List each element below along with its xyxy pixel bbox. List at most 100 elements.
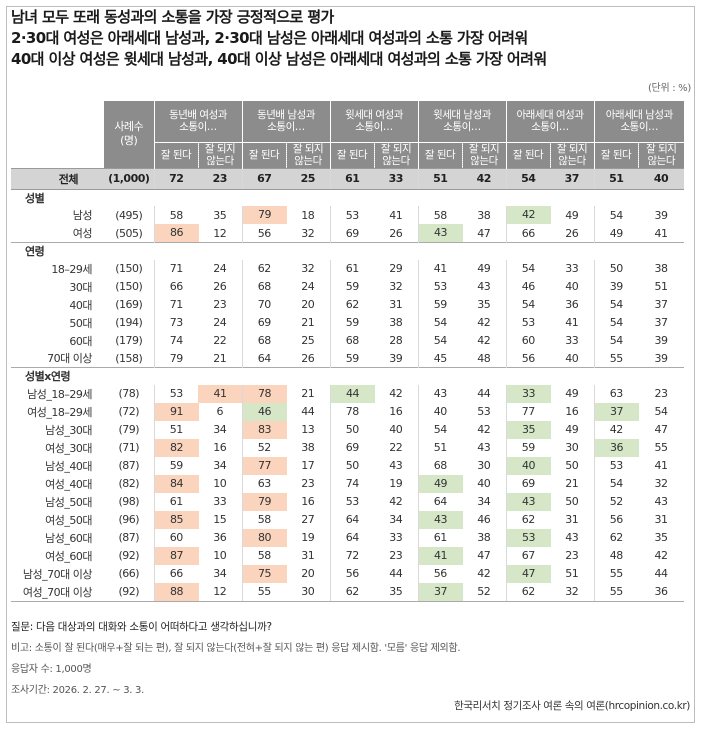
highlight-low: 43 — [418, 224, 463, 242]
value-cell: 36 — [638, 582, 684, 602]
header-question: 동년배 여성과 소통이… — [153, 101, 242, 142]
value-cell: 6 — [216, 405, 224, 418]
highlight-high: 41 — [198, 384, 242, 403]
row-sample-size: (92) — [104, 582, 154, 602]
value-cell: 13 — [301, 423, 315, 436]
value-cell: 36 — [213, 531, 227, 544]
table-row: 여성_30대 (71) 82 16 52 38 69 22 51 43 59 30 36 55 — [11, 438, 684, 457]
value-cell: 58 — [417, 206, 462, 224]
value-cell: 68 — [241, 277, 286, 296]
row-label: 여성_60대 — [45, 549, 92, 563]
header-question: 윗세대 남성과 소통이… — [417, 101, 506, 142]
value-cell: 41 — [654, 226, 669, 240]
value-cell: 84 — [153, 474, 199, 493]
section-label: 성별 — [11, 188, 684, 206]
value-cell: 39 — [593, 277, 638, 296]
value-cell: 77 — [241, 456, 287, 475]
value-cell: 39 — [654, 208, 669, 222]
value-cell: 26 — [301, 351, 315, 365]
row-label: 남성_60대 — [45, 531, 92, 545]
header-question: 동년배 남성과 소통이… — [241, 101, 330, 142]
value-cell: 34 — [213, 459, 227, 472]
value-cell: 61 — [417, 528, 462, 547]
section-header-row: 성별 — [11, 188, 684, 206]
value-cell: 43 — [477, 280, 491, 293]
highlight-high: 83 — [242, 420, 287, 439]
value-cell: 24 — [213, 316, 227, 329]
value-cell: 62 — [505, 510, 550, 529]
highlight-low: 33 — [506, 384, 551, 403]
value-cell: 72 — [329, 546, 374, 565]
table-row: 남성_30대 (79) 51 34 83 13 50 40 54 42 35 49 42 47 — [11, 420, 684, 439]
table-row: 60대 (179) 74 22 68 25 68 28 54 42 60 33 54 39 — [11, 331, 684, 350]
header-sample-unit: (명) — [120, 134, 138, 148]
subheader-bad-line: 잘 되지 — [556, 143, 588, 155]
value-cell: 47 — [477, 226, 491, 240]
header-question-line-1: 윗세대 여성과 — [345, 109, 403, 122]
row-label: 남성_40대 — [45, 459, 92, 473]
value-cell: 46 — [477, 513, 491, 526]
value-cell: 37 — [550, 167, 594, 190]
value-cell: 31 — [301, 549, 315, 562]
table-row: 여성 (505) 86 12 56 32 69 26 43 47 66 26 49 41 — [11, 224, 684, 243]
subheader-good: 잘 된다 — [417, 141, 462, 168]
value-cell: 49 — [565, 387, 579, 400]
value-cell: 75 — [241, 564, 287, 583]
note-remark: 비고: 소통이 잘 된다(매우+잘 되는 편), 잘 되지 않는다(전혀+잘 되… — [11, 643, 461, 654]
value-cell: 23 — [213, 298, 227, 311]
value-cell: 33 — [505, 384, 551, 403]
value-cell: 42 — [389, 387, 403, 400]
table-row: 여성_18–29세 (72) 91 6 46 44 78 16 40 53 77 16 37 54 — [11, 402, 684, 421]
value-cell: 43 — [417, 384, 462, 403]
table-row: 40대 (169) 71 23 70 20 62 31 59 35 54 36 54 37 — [11, 295, 684, 314]
value-cell: 54 — [505, 295, 550, 314]
value-cell: 23 — [654, 387, 669, 400]
header-question-line-1: 동년배 남성과 — [257, 109, 315, 122]
value-cell: 49 — [565, 208, 579, 222]
value-cell: 58 — [153, 206, 198, 224]
value-cell: 44 — [329, 384, 375, 403]
value-cell: 25 — [286, 167, 330, 190]
value-cell: 33 — [565, 334, 579, 347]
value-cell: 40 — [477, 477, 491, 490]
value-cell: 37 — [654, 298, 669, 311]
value-cell: 53 — [153, 384, 198, 403]
row-sample-size: (87) — [118, 459, 140, 472]
header-question: 윗세대 여성과 소통이… — [329, 101, 418, 142]
value-cell: 42 — [477, 567, 491, 580]
subheader-bad-line: 잘 되지 — [380, 143, 412, 155]
value-cell: 53 — [417, 277, 462, 296]
value-cell: 62 — [593, 528, 638, 547]
table-row: 여성_50대 (96) 85 15 58 27 64 34 43 46 62 31 56 31 — [11, 510, 684, 529]
highlight-low: 35 — [506, 420, 551, 439]
section-header-row: 성별x연령 — [11, 367, 684, 385]
value-cell: 22 — [389, 441, 403, 454]
value-cell: 47 — [477, 549, 491, 562]
header-question-line-2: 소통이… — [267, 121, 305, 134]
value-cell: 55 — [241, 582, 286, 602]
value-cell: 43 — [654, 495, 669, 508]
header-question-line-1: 아래세대 남성과 — [605, 109, 673, 122]
value-cell: 53 — [505, 528, 551, 547]
highlight-low: 44 — [330, 384, 375, 403]
highlight-low: 37 — [594, 402, 639, 421]
value-cell: 42 — [389, 495, 403, 508]
value-cell: 55 — [593, 564, 638, 583]
header-question-line-2: 소통이… — [443, 121, 481, 134]
value-cell: 86 — [153, 224, 199, 243]
value-cell: 69 — [505, 474, 550, 493]
value-cell: 54 — [505, 167, 550, 190]
value-cell: 56 — [593, 510, 638, 529]
row-sample-size: (150) — [115, 280, 143, 293]
value-cell: 36 — [593, 438, 639, 457]
value-cell: 39 — [389, 351, 403, 365]
value-cell: 53 — [329, 492, 374, 511]
value-cell: 47 — [505, 564, 551, 583]
value-cell: 42 — [654, 549, 669, 562]
value-cell: 53 — [329, 206, 374, 224]
subheader-bad: 잘 되지 않는다 — [461, 141, 506, 168]
header-question-line-2: 소통이… — [531, 121, 569, 134]
row-label: 70대 이상 — [47, 352, 92, 366]
table-row: 남성_70대 이상 (66) 66 34 75 20 56 44 56 42 47 51 55 44 — [11, 564, 684, 583]
table-row: 18–29세 (150) 71 24 62 32 61 29 41 49 54 33 50 38 — [11, 259, 684, 278]
